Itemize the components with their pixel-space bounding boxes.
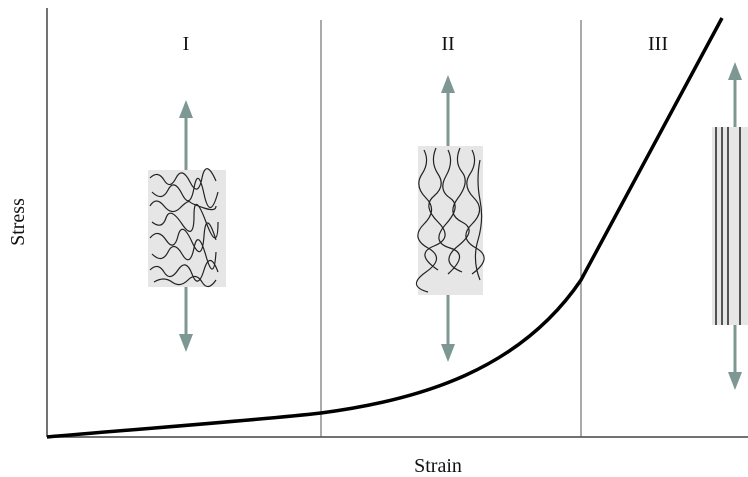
sample-stretched [416, 75, 484, 362]
x-axis-label: Strain [414, 455, 462, 477]
sample-aligned [712, 62, 748, 390]
region-label: II [441, 33, 454, 55]
sample-coiled [148, 100, 226, 352]
y-axis-label: Stress [7, 198, 29, 246]
region-label: I [183, 33, 190, 55]
diagram: Stress Strain I II III [0, 0, 748, 477]
region-label: III [648, 33, 668, 55]
